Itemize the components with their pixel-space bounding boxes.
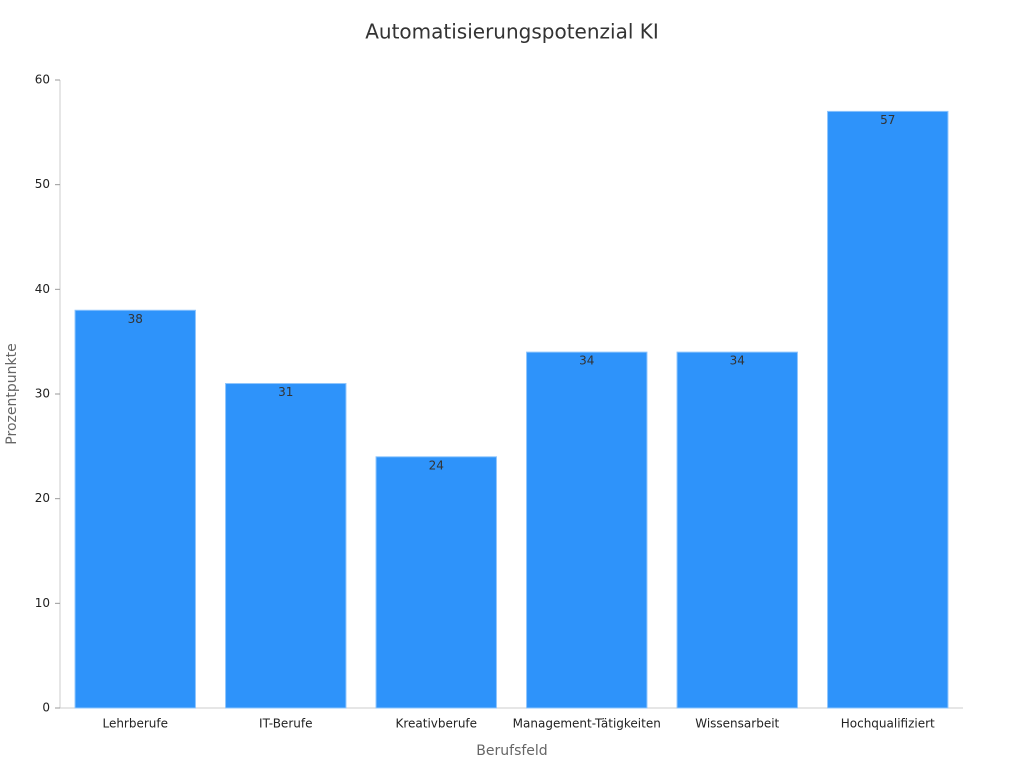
- bar: [827, 110, 949, 709]
- chart-title: Automatisierungspotenzial KI: [365, 20, 659, 44]
- y-axis-label: Prozentpunkte: [4, 343, 20, 444]
- x-tick-label: Kreativberufe: [395, 717, 477, 731]
- x-axis-label: Berufsfeld: [476, 743, 547, 759]
- y-tick-label: 40: [35, 282, 50, 296]
- bar: [225, 383, 347, 709]
- y-tick-label: 0: [42, 701, 50, 715]
- y-tick-label: 50: [35, 177, 50, 191]
- x-tick-label: IT-Berufe: [259, 717, 312, 731]
- bar: [375, 456, 497, 709]
- x-tick-label: Lehrberufe: [102, 717, 168, 731]
- bar: [676, 351, 798, 709]
- value-label: 31: [278, 385, 293, 399]
- y-tick-label: 60: [35, 73, 50, 87]
- value-label: 24: [429, 458, 444, 472]
- y-tick-label: 30: [35, 387, 50, 401]
- value-label: 57: [880, 113, 895, 127]
- value-label: 34: [579, 354, 594, 368]
- x-tick-label: Management-Tätigkeiten: [513, 717, 661, 731]
- bar: [74, 309, 196, 709]
- value-label: 38: [128, 312, 143, 326]
- x-tick-label: Hochqualifiziert: [841, 717, 935, 731]
- x-tick-label: Wissensarbeit: [695, 717, 779, 731]
- value-label: 34: [730, 354, 745, 368]
- y-tick-label: 20: [35, 491, 50, 505]
- bar: [526, 351, 648, 709]
- y-tick-label: 10: [35, 596, 50, 610]
